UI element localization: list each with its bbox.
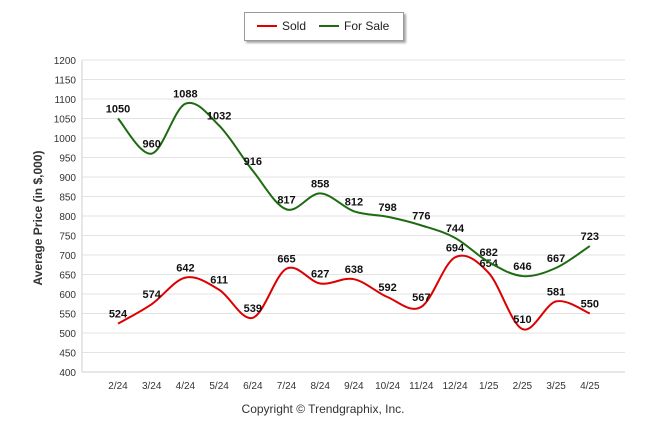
data-label-sold: 665 [277, 254, 295, 266]
data-label-sold: 574 [143, 289, 162, 301]
y-tick-label: 450 [59, 349, 76, 360]
series-line-for-sale [117, 101, 591, 278]
data-label-sold: 638 [345, 264, 363, 276]
data-label-for-sale: 1088 [173, 89, 197, 101]
data-label-for-sale: 916 [244, 156, 262, 168]
data-label-sold: 539 [244, 303, 262, 315]
y-tick-label: 800 [59, 212, 76, 223]
y-tick-label: 600 [59, 290, 76, 301]
data-label-sold: 510 [513, 314, 531, 326]
x-tick-label: 10/24 [375, 381, 400, 392]
data-label-for-sale: 682 [480, 247, 498, 259]
data-label-for-sale: 1032 [207, 111, 231, 123]
y-tick-label: 850 [59, 193, 76, 204]
data-label-for-sale: 798 [378, 202, 396, 214]
data-label-for-sale: 817 [277, 194, 295, 206]
data-label-for-sale: 744 [446, 223, 465, 235]
y-tick-label: 400 [59, 368, 76, 379]
y-tick-label: 1050 [54, 115, 77, 126]
series-line-sold [117, 254, 591, 331]
x-tick-label: 4/24 [176, 381, 196, 392]
x-tick-label: 3/25 [546, 381, 566, 392]
y-tick-label: 950 [59, 154, 76, 165]
x-tick-label: 8/24 [310, 381, 330, 392]
legend-label-sold: Sold [282, 19, 307, 33]
data-label-sold: 550 [581, 299, 599, 311]
data-label-for-sale: 646 [513, 261, 531, 273]
y-tick-label: 1100 [54, 95, 76, 106]
data-label-sold: 654 [480, 258, 499, 270]
y-tick-label: 1150 [54, 76, 76, 87]
data-label-for-sale: 667 [547, 253, 565, 265]
x-tick-label: 3/24 [142, 381, 162, 392]
x-tick-label: 1/25 [479, 381, 499, 392]
data-label-sold: 694 [446, 242, 465, 254]
x-tick-label: 7/24 [277, 381, 297, 392]
x-tick-label: 2/24 [108, 381, 128, 392]
legend-item-sold[interactable]: Sold [257, 19, 306, 33]
y-tick-label: 750 [59, 232, 76, 243]
y-tick-label: 550 [59, 310, 76, 321]
data-label-sold: 567 [412, 292, 430, 304]
y-tick-label: 700 [59, 251, 76, 262]
y-tick-label: 500 [59, 329, 76, 340]
data-label-for-sale: 960 [143, 139, 161, 151]
y-axis-title: Average Price (in $,000) [31, 150, 45, 286]
data-label-for-sale: 812 [345, 196, 363, 208]
data-label-sold: 611 [210, 275, 228, 287]
data-label-sold: 581 [547, 286, 565, 298]
legend-label-for-sale: For Sale [344, 19, 390, 33]
y-tick-label: 1000 [54, 134, 77, 145]
legend-swatch-for-sale [319, 24, 339, 27]
y-tick-label: 1200 [54, 56, 77, 67]
x-tick-label: 12/24 [442, 381, 467, 392]
data-label-sold: 627 [311, 268, 329, 280]
x-tick-label: 6/24 [243, 381, 263, 392]
data-label-sold: 642 [176, 263, 194, 275]
y-tick-label: 650 [59, 271, 76, 282]
x-tick-label: 4/25 [580, 381, 600, 392]
data-label-sold: 524 [109, 309, 128, 321]
x-tick-label: 5/24 [209, 381, 229, 392]
data-label-for-sale: 858 [311, 178, 329, 190]
data-label-for-sale: 723 [581, 231, 599, 243]
data-label-sold: 592 [378, 282, 396, 294]
x-tick-label: 11/24 [409, 381, 434, 392]
x-tick-label: 9/24 [344, 381, 364, 392]
x-tick-label: 2/25 [513, 381, 533, 392]
chart-legend: Sold For Sale [244, 12, 404, 41]
legend-item-for-sale[interactable]: For Sale [319, 19, 389, 33]
data-label-for-sale: 1050 [106, 104, 130, 116]
data-label-for-sale: 776 [412, 210, 430, 222]
copyright-footer: Copyright © Trendgraphix, Inc. [241, 402, 405, 416]
y-tick-label: 900 [59, 173, 76, 184]
legend-swatch-sold [257, 24, 277, 27]
